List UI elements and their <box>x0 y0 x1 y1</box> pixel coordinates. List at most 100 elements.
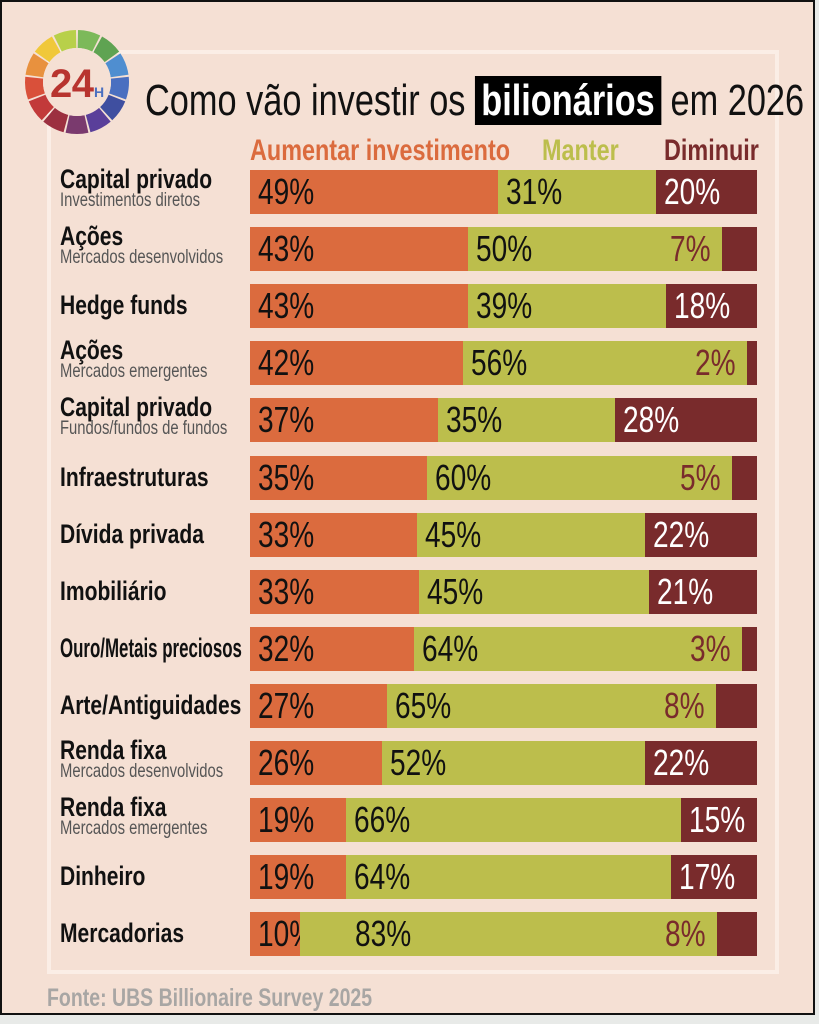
row-label: Mercadorias <box>60 920 219 947</box>
bar-segment-manter <box>427 455 732 500</box>
logo-suffix: H <box>94 84 104 100</box>
title-after: em 2026 <box>670 76 805 125</box>
logo-ring-segment <box>34 36 61 63</box>
data-label: 42% <box>258 342 315 384</box>
category-sublabel: Mercados desenvolvidos <box>60 247 224 269</box>
data-label: 33% <box>258 513 315 555</box>
category-label: Capital privado <box>60 164 213 194</box>
legend-aumentar: Aumentar investimento <box>250 134 511 167</box>
category-label: Dívida privada <box>60 518 204 549</box>
data-label: 49% <box>258 171 315 212</box>
data-label: 7% <box>669 228 711 270</box>
logo-text: 24 <box>50 62 95 106</box>
data-label: 35% <box>258 456 315 498</box>
data-label: 15% <box>688 799 746 841</box>
row-label: Renda fixa Mercados desenvolvidos <box>60 737 269 782</box>
data-label: 18% <box>673 285 730 327</box>
bar-segment-aumentar <box>250 569 419 614</box>
category-label: Ações <box>60 221 124 252</box>
data-label: 43% <box>258 285 315 327</box>
bar-segment-aumentar <box>250 512 418 557</box>
data-label: 35% <box>445 399 502 441</box>
bar-segment-manter <box>468 284 666 329</box>
bar-segment-aumentar <box>250 398 438 443</box>
row-label: Capital privado Fundos/fundos de fundos <box>60 394 274 439</box>
logo-ring-segment <box>100 94 126 121</box>
bar-segment-aumentar <box>250 284 468 329</box>
row-label: Capital privado Investimentos diretos <box>60 166 255 211</box>
bar-segment-aumentar <box>250 741 382 785</box>
row-label: Ações Mercados desenvolvidos <box>60 223 269 268</box>
bar-segment-manter <box>346 798 681 843</box>
data-label: 43% <box>258 228 315 270</box>
bar-segment-aumentar <box>250 912 301 957</box>
row-label: Arte/Antiguidades <box>60 691 293 719</box>
bar-segment-diminuir <box>670 855 757 900</box>
bar-segment-diminuir <box>649 569 757 614</box>
category-sublabel: Mercados emergentes <box>60 361 208 383</box>
row-label: Renda fixa Mercados emergentes <box>60 794 249 839</box>
row-label: Imobiliário <box>60 577 197 605</box>
category-sublabel: Mercados desenvolvidos <box>60 761 224 782</box>
category-sublabel: Mercados emergentes <box>60 818 208 840</box>
bar-segment-manter <box>413 626 742 671</box>
logo-ring-segment <box>105 53 129 78</box>
data-label: 8% <box>664 913 706 955</box>
bar-segment-diminuir <box>716 683 757 728</box>
bar-segment-diminuir <box>741 626 757 671</box>
data-label: 37% <box>258 399 315 441</box>
row-label: Dinheiro <box>60 863 170 890</box>
row-label: Infraestruturas <box>60 461 251 492</box>
data-label: 64% <box>421 627 479 669</box>
data-label: 56% <box>470 342 528 384</box>
logo-ring-segment <box>53 30 77 52</box>
category-label: Ações <box>60 335 124 366</box>
bar-segment-manter <box>381 741 646 785</box>
row-label: Ações Mercados emergentes <box>60 337 249 382</box>
logo-24h: 24 H <box>25 30 129 134</box>
bar-segment-diminuir <box>680 798 757 843</box>
data-label: 83% <box>355 913 412 955</box>
data-label: 45% <box>427 570 484 612</box>
legend-manter: Manter <box>542 134 619 167</box>
logo-ring-segment <box>43 107 69 133</box>
bar-segment-diminuir <box>655 170 757 214</box>
category-label: Renda fixa <box>60 735 167 765</box>
bar-segment-manter <box>437 398 616 443</box>
data-label: 64% <box>354 856 411 898</box>
logo-ring-segment <box>109 76 129 100</box>
data-label: 8% <box>664 684 706 726</box>
data-label: 65% <box>394 684 452 726</box>
logo-ring-segment <box>93 36 120 63</box>
bar-segment-manter <box>419 569 650 614</box>
page-title: Como vão investir os bilionários em 2026 <box>145 76 819 126</box>
bar-segment-diminuir <box>645 741 757 785</box>
bar-segment-diminuir <box>665 284 757 329</box>
data-label: 52% <box>389 742 447 783</box>
title-before: Como vão investir os <box>145 76 466 125</box>
data-label: 45% <box>425 513 482 555</box>
data-label: 39% <box>476 285 533 327</box>
data-label: 33% <box>258 570 315 612</box>
data-label: 60% <box>435 456 492 498</box>
bar-segment-aumentar <box>250 227 468 272</box>
bar-segment-diminuir <box>721 227 757 272</box>
category-label: Dinheiro <box>60 861 146 892</box>
data-label: 50% <box>476 228 533 270</box>
data-label: 3% <box>689 627 731 669</box>
category-label: Infraestruturas <box>60 461 209 492</box>
bar-segment-manter <box>462 341 747 386</box>
data-label: 19% <box>258 799 315 841</box>
bar-segment-manter <box>346 855 671 900</box>
data-label: 28% <box>623 399 680 441</box>
logo-ring-segment <box>28 94 54 121</box>
bar-segment-aumentar <box>250 455 428 500</box>
bar-segment-aumentar <box>250 170 499 214</box>
source-note: Fonte: UBS Billionaire Survey 2025 <box>47 984 373 1012</box>
category-label: Mercadorias <box>60 918 185 949</box>
legend-diminuir: Diminuir <box>664 134 759 167</box>
bar-segment-aumentar <box>250 626 414 671</box>
title-highlight: bilionários <box>474 76 662 125</box>
bar-segment-diminuir <box>716 912 757 957</box>
